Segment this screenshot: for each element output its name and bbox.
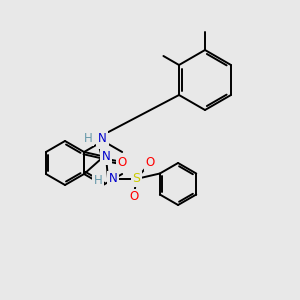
Text: N: N	[98, 131, 106, 145]
Text: N: N	[102, 151, 110, 164]
Text: H: H	[94, 173, 102, 187]
Text: O: O	[146, 157, 155, 169]
Text: H: H	[84, 131, 92, 145]
Text: O: O	[129, 190, 139, 203]
Text: S: S	[132, 172, 140, 185]
Text: O: O	[98, 134, 108, 148]
Text: N: N	[109, 172, 117, 185]
Text: O: O	[117, 155, 127, 169]
